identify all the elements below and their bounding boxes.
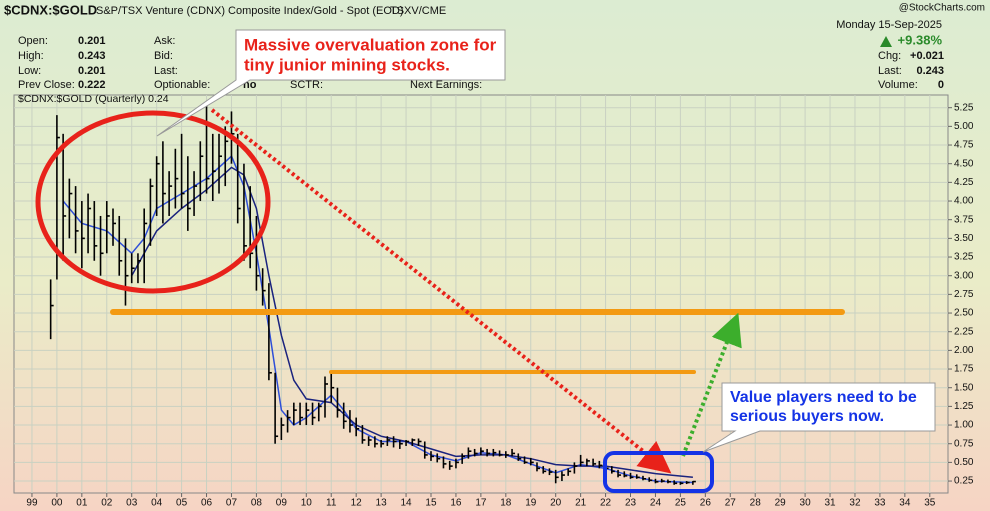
watermark: @StockCharts.com xyxy=(899,3,985,14)
x-tick-label: 99 xyxy=(26,498,38,509)
y-tick-label: 0.75 xyxy=(954,438,974,449)
y-tick-label: 2.00 xyxy=(954,345,974,356)
callout-box xyxy=(156,29,506,137)
x-tick-label: 33 xyxy=(874,498,886,509)
x-tick-label: 27 xyxy=(725,498,737,509)
x-tick-label: 04 xyxy=(151,498,163,509)
quote-label: Last: xyxy=(878,65,902,77)
y-tick-label: 4.25 xyxy=(954,177,974,188)
x-tick-label: 13 xyxy=(376,498,388,509)
x-tick-label: 00 xyxy=(51,498,63,509)
y-tick-label: 1.50 xyxy=(954,382,974,393)
x-tick-label: 17 xyxy=(475,498,487,509)
quote-value: 0 xyxy=(938,79,944,91)
x-tick-label: 08 xyxy=(251,498,263,509)
quote-value: 0.243 xyxy=(78,50,106,62)
x-tick-label: 30 xyxy=(800,498,812,509)
x-tick-label: 31 xyxy=(824,498,836,509)
symbol: $CDNX:$GOLD xyxy=(4,2,97,17)
x-tick-label: 10 xyxy=(301,498,313,509)
callout-text: tiny junior mining stocks. xyxy=(244,55,450,74)
value-box xyxy=(603,451,714,493)
x-tick-label: 14 xyxy=(400,498,412,509)
y-tick-label: 2.25 xyxy=(954,326,974,337)
y-tick-label: 5.25 xyxy=(954,102,974,113)
quote-value: 0.201 xyxy=(78,65,106,77)
y-tick-label: 2.50 xyxy=(954,308,974,319)
y-tick-label: 1.25 xyxy=(954,401,974,412)
callout-text: serious buyers now. xyxy=(730,408,884,425)
highlight-ellipse xyxy=(35,110,271,294)
y-tick-label: 0.25 xyxy=(954,476,974,487)
x-tick-label: 35 xyxy=(924,498,936,509)
x-tick-label: 25 xyxy=(675,498,687,509)
x-tick-label: 16 xyxy=(450,498,462,509)
quote-label: Chg: xyxy=(878,50,901,62)
x-tick-label: 32 xyxy=(849,498,861,509)
exchange: TSXV/CME xyxy=(390,5,446,17)
legend: $CDNX:$GOLD (Quarterly) 0.24 xyxy=(18,93,169,105)
x-tick-label: 22 xyxy=(600,498,612,509)
x-tick-label: 26 xyxy=(700,498,712,509)
quote-value: 0.201 xyxy=(78,35,106,47)
y-tick-label: 3.50 xyxy=(954,233,974,244)
x-tick-label: 02 xyxy=(101,498,113,509)
x-tick-label: 18 xyxy=(500,498,512,509)
x-tick-label: 07 xyxy=(226,498,238,509)
x-tick-label: 05 xyxy=(176,498,188,509)
y-tick-label: 5.00 xyxy=(954,121,974,132)
y-tick-label: 2.75 xyxy=(954,289,974,300)
x-tick-label: 11 xyxy=(326,498,337,509)
x-tick-label: 28 xyxy=(750,498,762,509)
x-tick-label: 34 xyxy=(899,498,911,509)
quote-value: 0.243 xyxy=(916,65,944,77)
change-pct: +9.38% xyxy=(898,32,943,47)
x-tick-label: 20 xyxy=(550,498,562,509)
callout-text: Value players need to be xyxy=(730,389,917,406)
quote-value: 0.222 xyxy=(78,79,106,91)
callout-text: Massive overvaluation zone for xyxy=(244,35,497,54)
y-tick-label: 4.00 xyxy=(954,196,974,207)
x-tick-label: 09 xyxy=(276,498,288,509)
y-tick-label: 1.75 xyxy=(954,364,974,375)
x-tick-label: 24 xyxy=(650,498,662,509)
up-arrow xyxy=(880,36,892,47)
quote-label: Low: xyxy=(18,65,41,77)
y-tick-label: 4.50 xyxy=(954,158,974,169)
description: S&P/TSX Venture (CDNX) Composite Index/G… xyxy=(96,5,404,17)
y-tick-label: 0.50 xyxy=(954,457,974,468)
quote-label: Next Earnings: xyxy=(410,79,482,91)
quote-value: +0.021 xyxy=(910,50,944,62)
quote-label: Ask: xyxy=(154,35,175,47)
x-tick-label: 12 xyxy=(351,498,363,509)
x-tick-label: 15 xyxy=(425,498,437,509)
callout-box xyxy=(702,382,936,453)
y-tick-label: 1.00 xyxy=(954,420,974,431)
quote-label: High: xyxy=(18,50,44,62)
quote-label: Bid: xyxy=(154,50,173,62)
x-tick-label: 21 xyxy=(575,498,587,509)
quote-label: Volume: xyxy=(878,79,918,91)
x-tick-label: 06 xyxy=(201,498,213,509)
y-tick-label: 4.75 xyxy=(954,140,974,151)
x-tick-label: 19 xyxy=(525,498,537,509)
x-tick-label: 01 xyxy=(76,498,88,509)
x-tick-label: 29 xyxy=(775,498,787,509)
y-tick-label: 3.00 xyxy=(954,270,974,281)
x-tick-label: 03 xyxy=(126,498,138,509)
y-tick-label: 3.75 xyxy=(954,214,974,225)
quote-label: Optionable: xyxy=(154,79,210,91)
quote-label: SCTR: xyxy=(290,79,323,91)
y-tick-label: 3.25 xyxy=(954,252,974,263)
quote-label: Open: xyxy=(18,35,48,47)
quote-label: Prev Close: xyxy=(18,79,75,91)
x-tick-label: 23 xyxy=(625,498,637,509)
quote-label: Last: xyxy=(154,65,178,77)
date: Monday 15-Sep-2025 xyxy=(836,19,942,31)
